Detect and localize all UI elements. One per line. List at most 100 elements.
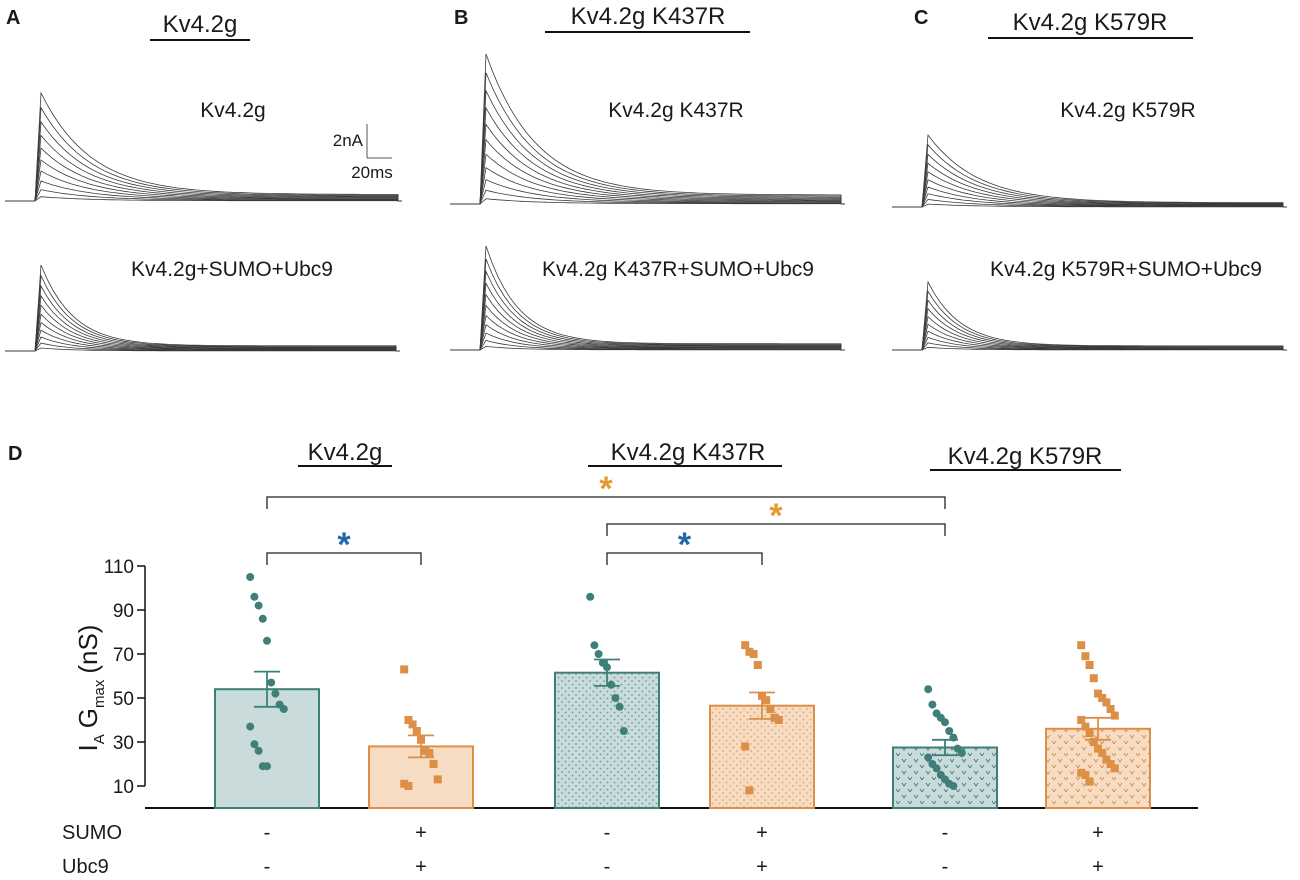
current-trace (450, 153, 845, 205)
current-trace (450, 106, 845, 205)
ubc9-sign: - (942, 856, 949, 878)
row-label-sumo: SUMO (62, 822, 122, 844)
current-trace (5, 274, 400, 352)
traces-b-bottom (450, 245, 845, 351)
data-point (263, 636, 271, 645)
bar (214, 688, 320, 810)
current-trace (5, 147, 402, 202)
current-trace (450, 123, 845, 205)
svg-text:IAGmax(nS): IAGmax (nS) (73, 625, 108, 752)
data-point (619, 727, 628, 735)
current-trace (5, 329, 400, 352)
data-point (1085, 661, 1094, 669)
panel-letter-a: A (6, 7, 20, 29)
data-point (949, 733, 958, 742)
significance-bracket: * (266, 526, 422, 565)
current-trace (892, 186, 1287, 208)
data-point (1077, 641, 1086, 650)
data-point (279, 705, 288, 713)
current-trace (450, 72, 845, 205)
data-point (246, 722, 255, 731)
data-point (586, 592, 595, 601)
traces-a-bottom (5, 264, 400, 352)
data-point (429, 760, 438, 768)
y-tick-label: 30 (113, 733, 134, 754)
data-point (741, 742, 750, 751)
data-point (745, 786, 754, 795)
data-point (1106, 705, 1115, 713)
data-point (770, 713, 779, 722)
data-point (949, 782, 958, 790)
scale-time-label: 20ms (351, 163, 393, 182)
significance-star: * (599, 470, 613, 508)
current-trace (450, 89, 845, 205)
traces-b-top (450, 53, 845, 205)
data-point (745, 647, 754, 656)
data-point (1085, 777, 1094, 786)
data-point (1098, 749, 1107, 757)
panel-c: C Kv4.2g K579R Kv4.2g K579R Kv4.2g K579R… (892, 7, 1287, 351)
data-point (246, 573, 255, 581)
chart-significance: * * * * (266, 470, 946, 565)
data-point (250, 592, 259, 601)
data-point (433, 775, 442, 784)
current-trace (450, 324, 845, 351)
data-point (408, 720, 417, 729)
data-point (607, 680, 616, 689)
panel-c-top-label: Kv4.2g K579R (1060, 99, 1195, 122)
traces-a-top (5, 91, 402, 202)
chart-bars (214, 671, 1151, 810)
data-point (1102, 755, 1111, 764)
current-trace (892, 323, 1287, 351)
data-point (254, 601, 263, 610)
panel-c-title: Kv4.2g K579R (1013, 9, 1168, 36)
current-trace (450, 293, 845, 351)
current-trace (892, 290, 1287, 351)
significance-bracket: * (606, 497, 946, 536)
panel-letter-b: B (454, 7, 468, 29)
ylabel-unit: (nS) (73, 625, 103, 674)
data-point (924, 685, 933, 694)
sumo-sign: - (604, 822, 611, 844)
data-point (753, 661, 762, 669)
current-trace (450, 166, 845, 205)
current-trace (5, 284, 400, 352)
current-trace (892, 179, 1287, 208)
bar (554, 671, 660, 810)
panel-letter-c: C (914, 7, 928, 29)
current-trace (5, 321, 400, 352)
ubc9-sign: - (604, 856, 611, 878)
current-trace (892, 280, 1287, 351)
data-point (1110, 711, 1119, 720)
current-trace (5, 264, 400, 352)
current-trace (892, 307, 1287, 351)
current-trace (450, 53, 845, 205)
current-trace (5, 294, 400, 352)
data-point (1081, 722, 1090, 731)
data-point (766, 705, 775, 713)
data-point (425, 749, 434, 757)
sumo-sign: + (756, 822, 768, 844)
data-point (774, 716, 783, 724)
current-trace (450, 258, 845, 351)
ubc9-sign: + (756, 856, 768, 878)
data-point (271, 689, 280, 698)
ubc9-sign: - (264, 856, 271, 878)
sumo-sign: - (264, 822, 271, 844)
data-point (267, 678, 276, 687)
chart-error-bars (254, 658, 1111, 759)
data-point (590, 641, 599, 650)
data-point (941, 718, 949, 727)
panel-d: D Kv4.2g Kv4.2g K437R Kv4.2g K579R IAGma… (8, 439, 1198, 878)
y-tick-label: 110 (104, 557, 134, 578)
panel-b-top-label: Kv4.2g K437R (608, 99, 743, 122)
data-point (945, 727, 954, 735)
current-trace (450, 245, 845, 351)
panel-b: B Kv4.2g K437R Kv4.2g K437R Kv4.2g K437R… (450, 3, 845, 351)
data-point (263, 762, 271, 771)
data-point (1110, 764, 1119, 773)
scale-current-label: 2nA (333, 131, 364, 150)
data-point (1089, 674, 1098, 683)
data-point (400, 665, 409, 674)
y-tick-label: 10 (113, 777, 134, 798)
